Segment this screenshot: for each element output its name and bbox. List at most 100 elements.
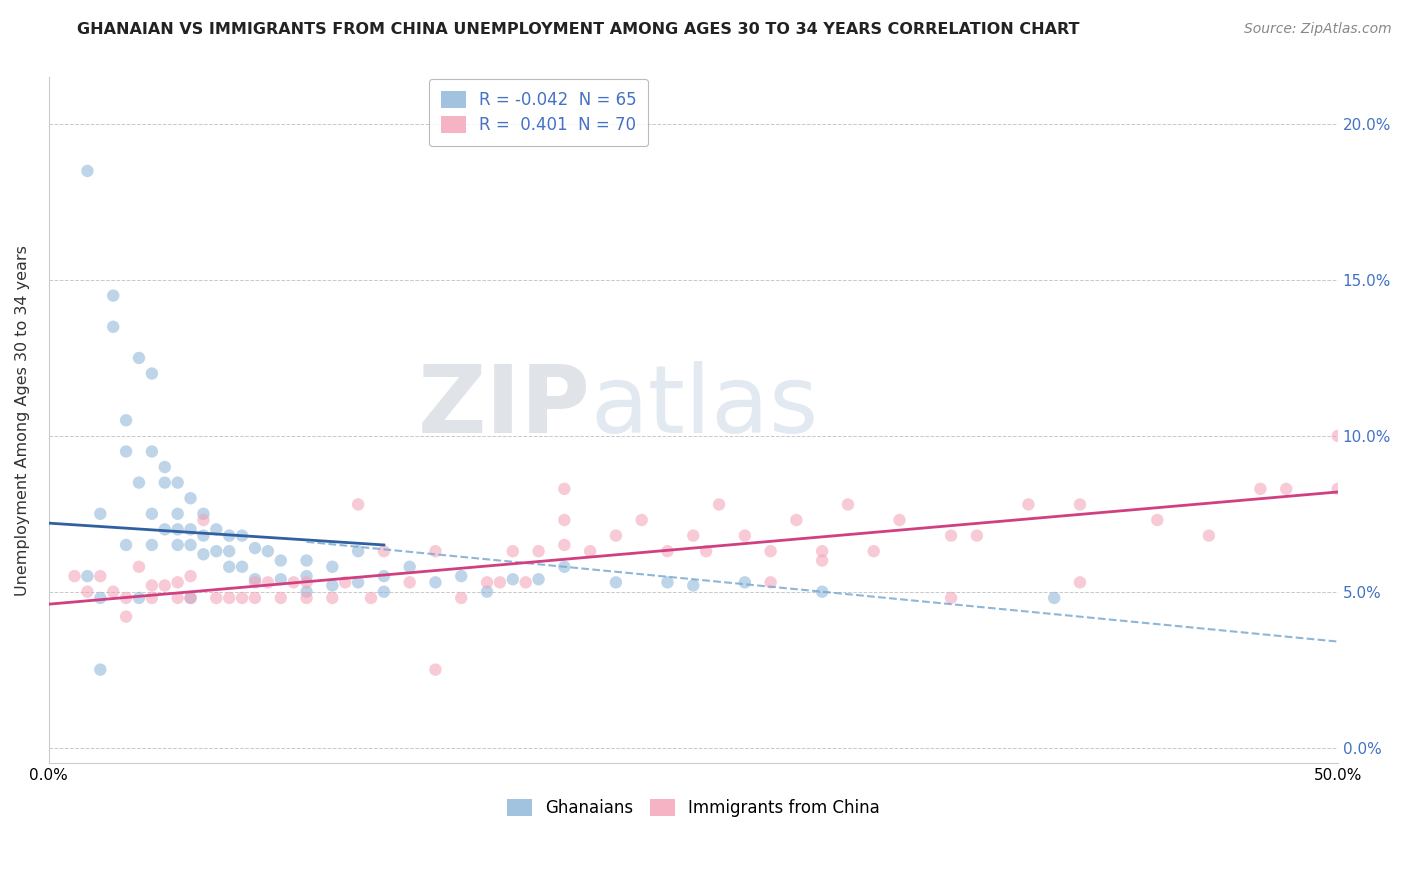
Point [115, 591, 138, 605]
Point [759, 544, 782, 558]
Point [734, 575, 756, 590]
Point [1043, 591, 1066, 605]
Text: atlas: atlas [591, 360, 818, 452]
Point [360, 591, 382, 605]
Point [489, 575, 512, 590]
Point [141, 367, 163, 381]
Point [295, 591, 318, 605]
Point [398, 575, 420, 590]
Point [76, 584, 98, 599]
Point [180, 522, 202, 536]
Point [153, 460, 176, 475]
Point [425, 544, 447, 558]
Point [321, 559, 343, 574]
Point [103, 319, 125, 334]
Point [166, 522, 188, 536]
Legend: Ghanaians, Immigrants from China: Ghanaians, Immigrants from China [501, 792, 887, 823]
Point [966, 528, 988, 542]
Point [89, 663, 111, 677]
Point [295, 553, 318, 567]
Point [103, 288, 125, 302]
Point [425, 663, 447, 677]
Point [193, 547, 215, 561]
Point [193, 528, 215, 542]
Point [1275, 482, 1298, 496]
Point [811, 544, 834, 558]
Point [811, 584, 834, 599]
Point [1146, 513, 1168, 527]
Point [231, 559, 253, 574]
Point [1198, 528, 1220, 542]
Point [475, 575, 498, 590]
Point [321, 578, 343, 592]
Point [89, 591, 111, 605]
Y-axis label: Unemployment Among Ages 30 to 34 years: Unemployment Among Ages 30 to 34 years [15, 244, 30, 596]
Point [180, 569, 202, 583]
Point [347, 544, 370, 558]
Point [502, 572, 524, 586]
Point [502, 544, 524, 558]
Point [141, 538, 163, 552]
Point [218, 559, 240, 574]
Point [605, 528, 627, 542]
Point [89, 507, 111, 521]
Point [682, 578, 704, 592]
Point [205, 591, 228, 605]
Point [166, 507, 188, 521]
Point [450, 569, 472, 583]
Point [257, 544, 280, 558]
Point [398, 559, 420, 574]
Point [553, 513, 575, 527]
Point [321, 591, 343, 605]
Point [218, 544, 240, 558]
Point [257, 575, 280, 590]
Point [373, 544, 395, 558]
Point [1326, 482, 1348, 496]
Point [193, 507, 215, 521]
Point [141, 507, 163, 521]
Point [270, 572, 292, 586]
Point [205, 544, 228, 558]
Point [128, 591, 150, 605]
Point [243, 575, 266, 590]
Point [166, 475, 188, 490]
Point [270, 553, 292, 567]
Point [115, 413, 138, 427]
Point [166, 538, 188, 552]
Point [283, 575, 305, 590]
Point [115, 538, 138, 552]
Point [295, 569, 318, 583]
Point [1017, 498, 1039, 512]
Point [373, 584, 395, 599]
Point [630, 513, 652, 527]
Point [811, 553, 834, 567]
Point [553, 538, 575, 552]
Point [193, 513, 215, 527]
Point [579, 544, 602, 558]
Point [243, 591, 266, 605]
Point [141, 591, 163, 605]
Point [166, 575, 188, 590]
Point [231, 528, 253, 542]
Point [218, 528, 240, 542]
Point [141, 578, 163, 592]
Point [605, 575, 627, 590]
Point [270, 591, 292, 605]
Point [89, 569, 111, 583]
Point [63, 569, 86, 583]
Point [295, 575, 318, 590]
Point [889, 513, 911, 527]
Point [205, 522, 228, 536]
Point [180, 538, 202, 552]
Point [128, 475, 150, 490]
Text: ZIP: ZIP [418, 360, 591, 452]
Point [425, 575, 447, 590]
Point [862, 544, 884, 558]
Point [450, 591, 472, 605]
Point [695, 544, 717, 558]
Point [759, 575, 782, 590]
Point [76, 569, 98, 583]
Point [475, 584, 498, 599]
Point [141, 444, 163, 458]
Point [553, 559, 575, 574]
